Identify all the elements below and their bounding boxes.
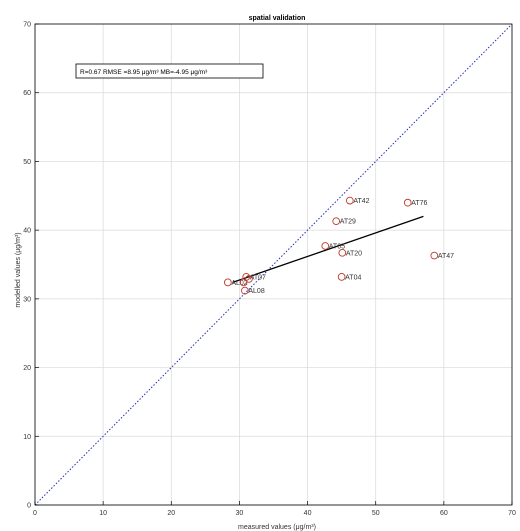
y-axis-label: modelled values (μg/m³) [15,232,22,307]
point-label-8: AL02 [231,280,247,287]
x-tick-label-3: 30 [236,510,244,517]
x-tick-label-1: 10 [99,510,107,517]
point-label-6: AT04 [345,274,361,281]
data-point-0 [345,196,354,205]
y-tick-label-3: 30 [23,296,31,303]
point-label-1: AT76 [411,200,427,207]
point-label-5: AT47 [438,253,454,260]
data-point-11 [245,275,253,283]
point-label-0: AT42 [353,198,369,205]
x-tick-label-0: 0 [33,510,37,517]
point-label-7: AT07 [250,274,266,281]
y-tick-label-1: 10 [23,434,31,441]
data-point-5 [430,251,439,260]
y-tick-label-4: 40 [23,228,31,235]
data-point-8 [223,278,232,287]
regression-line [232,215,424,283]
point-label-4: AT20 [346,250,362,257]
y-tick-label-5: 50 [23,159,31,166]
y-tick-label-2: 20 [23,365,31,372]
data-point-1 [403,198,412,207]
identity-line [34,23,513,506]
plot-frame [34,23,513,506]
x-tick-label-2: 20 [167,510,175,517]
x-tick-label-5: 50 [372,510,380,517]
y-tick-label-7: 70 [23,22,31,29]
stats-text: R=0.67 RMSE =8.95 μg/m³ MB=-4.95 μg/m³ [80,69,208,76]
y-tick-labels: 0 10 20 30 40 50 60 70 [23,22,39,510]
point-label-9: AL08 [248,288,264,295]
data-point-4 [338,248,347,257]
x-axis-label: measured values (μg/m³) [238,524,316,531]
x-tick-labels: 0 10 20 30 40 50 60 70 [33,501,516,517]
stats-box [75,63,264,79]
x-tick-label-6: 60 [440,510,448,517]
chart-title: spatial validation [249,15,306,22]
data-point-10 [239,278,248,287]
point-label-3: AT05 [329,243,345,250]
y-tick-label-0: 0 [27,503,31,510]
data-point-6 [337,273,346,281]
x-tick-label-4: 40 [304,510,312,517]
data-point-9 [241,286,249,295]
data-point-3 [321,242,330,250]
point-label-2: AT29 [340,219,356,226]
grid-lines [34,23,513,506]
y-tick-label-6: 60 [23,90,31,97]
x-tick-label-7: 70 [508,510,516,517]
data-point-2 [332,217,341,226]
